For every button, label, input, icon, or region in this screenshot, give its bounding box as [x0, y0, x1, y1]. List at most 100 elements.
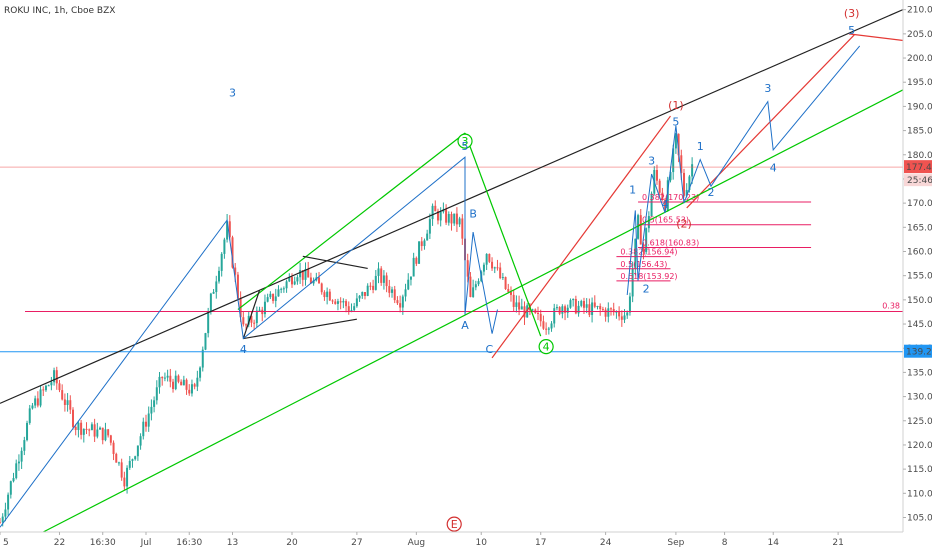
- candle-body: [228, 221, 231, 238]
- green-channel-upper: [237, 132, 466, 311]
- candle-body: [391, 289, 394, 293]
- triangle-lower-left: [242, 289, 261, 339]
- support-price-badge: [904, 344, 932, 358]
- wave-label: A: [461, 319, 469, 332]
- candle-body: [691, 164, 694, 177]
- candle-body: [385, 275, 388, 287]
- candle-body: [585, 304, 588, 308]
- candle-body: [512, 294, 515, 307]
- wave-label: 5: [672, 116, 679, 129]
- candle-body: [628, 296, 631, 313]
- candle-body: [366, 285, 369, 296]
- candle-body: [101, 427, 104, 441]
- candle-body: [212, 292, 215, 294]
- wave-label: 4: [662, 198, 669, 211]
- candle-body: [39, 389, 42, 406]
- candle-body: [326, 291, 329, 298]
- candle-body: [564, 306, 567, 313]
- candle-body: [434, 205, 437, 212]
- y-tick-label: 170.00: [907, 199, 932, 209]
- candle-body: [236, 274, 239, 299]
- candle-body: [537, 312, 540, 314]
- candle-body: [296, 277, 299, 282]
- candle-body: [553, 308, 556, 324]
- candle-body: [612, 308, 615, 313]
- wave-label: 1: [629, 183, 636, 196]
- candle-body: [474, 284, 477, 288]
- candle-body: [153, 400, 156, 407]
- candle-body: [361, 292, 364, 296]
- candle-body: [393, 289, 396, 301]
- candle-body: [12, 478, 15, 482]
- candle-body: [445, 209, 448, 223]
- candle-body: [661, 192, 664, 200]
- fib-label: 0.618(160.83): [642, 238, 699, 247]
- countdown-badge: [904, 174, 932, 187]
- candle-body: [177, 375, 180, 382]
- candle-body: [415, 257, 418, 264]
- fib-label: 0.618(153.92): [620, 272, 677, 281]
- candle-body: [499, 267, 502, 279]
- candle-body: [147, 413, 150, 427]
- candle-body: [277, 289, 280, 297]
- x-tick-label: 16:30: [176, 538, 202, 548]
- current-price-badge: [904, 160, 932, 174]
- fib-label: 0.382(156.94): [620, 248, 677, 257]
- y-axis-background: [903, 0, 932, 532]
- candle-body: [180, 381, 183, 386]
- candle-body: [355, 298, 358, 307]
- candle-body: [150, 406, 153, 414]
- candle-body: [85, 428, 88, 430]
- y-tick-label: 125.00: [907, 417, 932, 427]
- candle-body: [599, 305, 602, 310]
- candle-body: [99, 427, 102, 430]
- candle-body: [401, 296, 404, 308]
- candle-body: [336, 301, 339, 304]
- candle-body: [47, 385, 50, 387]
- candle-body: [123, 477, 126, 487]
- current-price-badge-label: 177.44: [906, 163, 932, 173]
- x-tick-label: 10: [476, 538, 488, 548]
- y-tick-label: 195.00: [907, 78, 932, 88]
- wave-label: 5: [462, 140, 469, 153]
- x-tick-label: 14: [768, 538, 780, 548]
- candle-body: [601, 309, 604, 311]
- candle-body: [201, 349, 204, 368]
- candle-body: [574, 298, 577, 314]
- wave-label: 2: [708, 186, 715, 199]
- candle-body: [193, 384, 196, 387]
- y-tick-label: 150.00: [907, 296, 932, 306]
- x-tick-label: Jul: [140, 538, 152, 548]
- wave-label: 3: [229, 87, 236, 100]
- candle-body: [258, 309, 261, 311]
- candle-body: [334, 301, 337, 304]
- wave-label: 3: [462, 135, 469, 148]
- candle-body: [120, 462, 123, 478]
- candle-body: [36, 398, 39, 406]
- candle-body: [55, 370, 58, 384]
- candle-body: [23, 440, 26, 451]
- candle-body: [185, 379, 188, 390]
- triangle-upper: [302, 255, 368, 270]
- wave-path-1: [0, 156, 498, 528]
- candle-body: [345, 301, 348, 307]
- candle-body: [107, 429, 110, 436]
- wave-label: (2): [676, 217, 692, 230]
- wave-label-circle: [457, 133, 473, 149]
- candle-body: [282, 288, 285, 290]
- candle-body: [420, 241, 423, 247]
- candle-body: [642, 244, 645, 252]
- candle-body: [501, 277, 504, 279]
- wave-label: B: [469, 208, 477, 221]
- candle-body: [436, 211, 439, 221]
- x-tick-label: 8: [722, 538, 728, 548]
- candle-body: [482, 264, 485, 272]
- y-tick-label: 180.00: [907, 151, 932, 161]
- candle-body: [577, 305, 580, 314]
- chart-title: ROKU INC, 1h, Cboe BZX: [4, 6, 115, 16]
- candle-body: [569, 300, 572, 308]
- candle-body: [158, 376, 161, 388]
- candle-body: [637, 215, 640, 239]
